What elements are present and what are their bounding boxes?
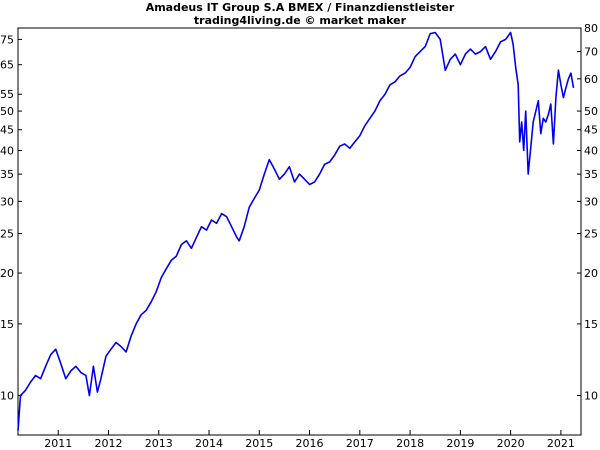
y-right-tick-label: 80 [584,22,598,35]
y-left-tick-label: 25 [0,228,14,241]
y-right-tick-label: 45 [584,124,598,137]
x-tick-label: 2012 [94,437,122,450]
x-tick-label: 2016 [296,437,324,450]
y-axis-right: 10 15 20 25 30 35 40 45 50 60 70 80 [577,22,598,403]
y-right-tick-label: 50 [584,105,598,118]
y-left-tick-label: 20 [0,267,14,280]
chart-subtitle: trading4living.de © market maker [193,14,407,27]
y-right-tick-label: 30 [584,195,598,208]
y-right-tick-label: 35 [584,168,598,181]
y-right-tick-label: 25 [584,228,598,241]
plot-frame [17,27,582,436]
y-left-tick-label: 65 [0,59,14,72]
x-tick-label: 2019 [446,437,474,450]
y-left-tick-label: 55 [0,88,14,101]
y-right-tick-label: 20 [584,267,598,280]
x-tick-label: 2011 [44,437,72,450]
y-left-tick-label: 40 [0,145,14,158]
x-tick-label: 2020 [497,437,525,450]
x-tick-label: 2015 [245,437,273,450]
y-right-tick-label: 15 [584,318,598,331]
y-right-tick-label: 40 [584,145,598,158]
y-right-tick-label: 60 [584,73,598,86]
y-left-tick-label: 45 [0,124,14,137]
y-left-tick-label: 50 [0,105,14,118]
y-left-tick-label: 10 [0,390,14,403]
y-right-tick-label: 10 [584,390,598,403]
x-tick-label: 2013 [145,437,173,450]
x-tick-label: 2014 [195,437,223,450]
y-left-tick-label: 15 [0,318,14,331]
x-tick-label: 2021 [547,437,575,450]
y-axis-left: 10 15 20 25 30 35 40 45 50 55 65 75 [0,33,22,403]
y-left-tick-label: 30 [0,195,14,208]
series-layer [17,31,575,431]
y-left-tick-label: 35 [0,168,14,181]
x-axis: 2011 2012 2013 2014 2015 2016 2017 2018 2019 2020… [44,430,575,450]
x-tick-label: 2017 [346,437,374,450]
y-left-tick-label: 75 [0,33,14,46]
chart-title: Amadeus IT Group S.A BMEX / Finanzdienst… [145,1,455,14]
y-right-tick-label: 70 [584,46,598,59]
price-line [17,31,575,431]
x-tick-label: 2018 [396,437,424,450]
